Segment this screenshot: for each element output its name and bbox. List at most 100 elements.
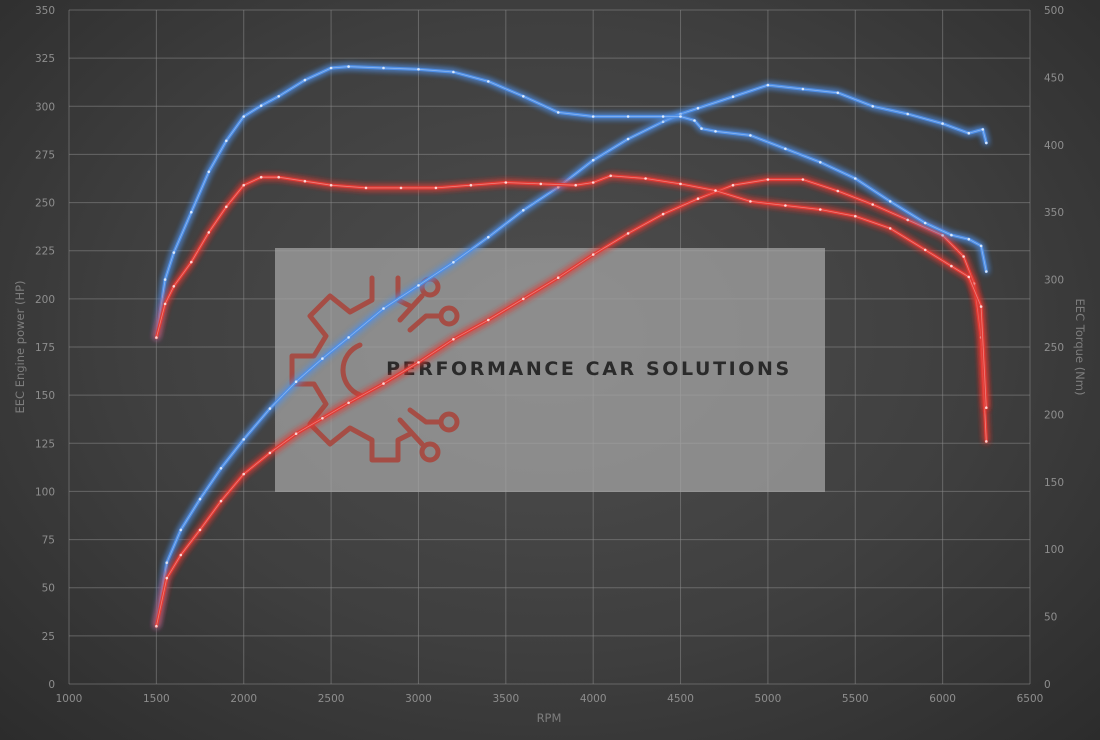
x-tick-label-8: 5000	[755, 693, 782, 705]
data-point	[198, 497, 202, 501]
y-right-tick-label-1: 50	[1044, 612, 1057, 624]
data-point	[888, 200, 892, 203]
x-tick-label-11: 6500	[1017, 693, 1044, 705]
y-right-tick-label-10: 500	[1044, 5, 1064, 17]
data-point	[364, 186, 368, 190]
y-left-tick-label-0: 0	[48, 679, 55, 691]
data-point	[487, 318, 490, 322]
data-point	[766, 83, 770, 87]
data-point	[714, 189, 717, 192]
x-tick-label-4: 3000	[405, 693, 432, 705]
data-point	[979, 244, 983, 248]
y-left-axis-ticks: 0 25 50 75 100 125 150 175 200 225 250 275 300 325 350	[35, 5, 55, 691]
y-right-tick-label-4: 200	[1044, 409, 1064, 421]
y-left-tick-label-4: 100	[35, 486, 55, 498]
data-point	[981, 128, 985, 131]
y-right-tick-label-2: 100	[1044, 544, 1064, 556]
data-point	[854, 177, 857, 180]
y-right-axis-ticks: 0 50 100 150 200 250 300 350 400 450 500	[1044, 5, 1064, 691]
data-point	[190, 260, 193, 264]
data-point	[967, 275, 971, 279]
data-point	[382, 382, 385, 385]
gear-circuit-logo-icon	[289, 275, 460, 463]
data-point	[347, 336, 350, 339]
data-point	[679, 112, 682, 116]
data-point	[749, 200, 752, 203]
data-point	[871, 105, 874, 108]
data-point	[626, 115, 630, 118]
data-point	[644, 177, 647, 180]
data-point	[504, 181, 508, 184]
data-point	[784, 147, 787, 151]
data-point	[696, 106, 700, 110]
data-point	[941, 122, 944, 125]
data-point	[766, 178, 770, 181]
x-tick-label-2: 2000	[230, 693, 257, 705]
data-point	[417, 361, 420, 364]
series-blue-right	[154, 65, 988, 340]
data-point	[801, 178, 805, 181]
data-point	[731, 95, 735, 98]
data-point	[179, 528, 183, 532]
x-tick-label-5: 3500	[492, 693, 519, 705]
y-right-tick-label-5: 250	[1044, 342, 1064, 354]
data-point	[219, 499, 223, 503]
y-right-tick-label-0: 0	[1044, 679, 1051, 691]
y-left-tick-label-8: 200	[35, 294, 55, 306]
data-point	[591, 158, 595, 162]
data-point	[172, 285, 176, 288]
y-left-tick-label-6: 150	[35, 390, 55, 402]
data-point	[819, 208, 822, 211]
data-point	[522, 297, 525, 301]
data-point	[329, 66, 333, 70]
data-point	[268, 451, 272, 455]
data-point	[163, 278, 167, 281]
data-point	[556, 185, 560, 189]
y-right-axis-title: EEC Torque (Nm)	[1073, 299, 1087, 396]
data-point	[941, 234, 944, 237]
data-point	[906, 218, 909, 222]
x-tick-label-10: 6000	[929, 693, 956, 705]
data-point	[906, 112, 909, 116]
data-point	[321, 417, 324, 420]
x-axis-ticks: 1000 1500 2000 2500 3000 3500 4000 4500 5000 5500…	[56, 693, 1044, 705]
watermark-panel	[275, 248, 825, 492]
data-point	[661, 120, 665, 123]
x-tick-label-0: 1000	[56, 693, 83, 705]
data-point	[303, 179, 307, 183]
y-left-tick-label-1: 25	[42, 631, 55, 643]
data-point	[962, 255, 965, 258]
data-point	[609, 174, 612, 178]
data-point	[179, 553, 183, 557]
data-point	[347, 401, 350, 405]
data-point	[207, 170, 211, 174]
data-point	[967, 237, 971, 241]
x-axis-title: RPM	[537, 711, 562, 725]
data-point	[452, 70, 455, 74]
data-point	[242, 472, 245, 476]
data-point	[871, 203, 874, 206]
data-point	[522, 209, 525, 212]
y-right-tick-label-3: 150	[1044, 477, 1064, 489]
data-point	[165, 576, 169, 580]
data-point	[382, 307, 385, 310]
y-left-tick-label-5: 125	[35, 438, 55, 450]
data-point	[155, 624, 158, 628]
data-point	[888, 227, 892, 230]
data-point	[469, 183, 473, 187]
data-point	[303, 78, 307, 82]
data-point	[556, 111, 560, 114]
data-point	[539, 182, 543, 186]
x-tick-label-3: 2500	[318, 693, 345, 705]
data-point	[190, 210, 193, 214]
y-right-tick-label-7: 350	[1044, 207, 1064, 219]
data-point	[967, 131, 971, 135]
data-point	[268, 407, 272, 410]
y-right-tick-label-6: 300	[1044, 275, 1064, 287]
data-point	[452, 338, 455, 341]
data-point	[155, 336, 158, 339]
data-point	[321, 357, 324, 360]
x-tick-label-9: 5500	[842, 693, 869, 705]
data-point	[985, 270, 988, 273]
watermark-text: PERFORMANCE CAR SOLUTIONS	[386, 358, 792, 380]
